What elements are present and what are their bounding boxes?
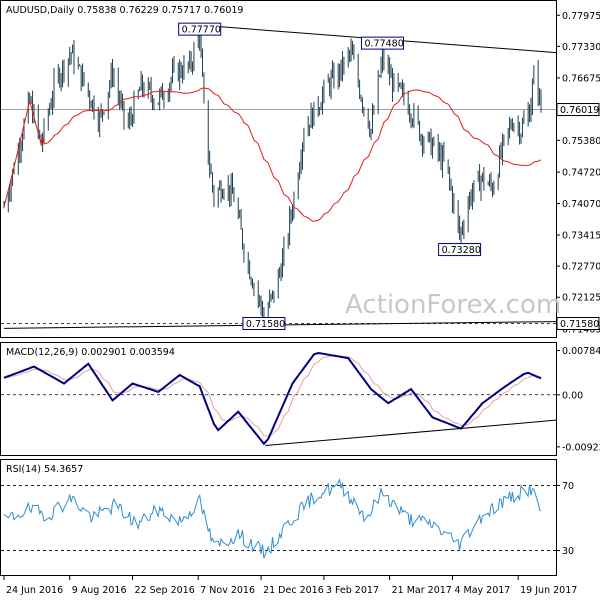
ohlc-close: 0.76019 — [204, 5, 243, 16]
ohlc-low: 0.75717 — [162, 5, 201, 16]
price-y-tick-label: 0.77975 — [562, 11, 600, 22]
annotation-label: 0.73280 — [442, 245, 481, 256]
macd-signal-value: 0.003594 — [130, 347, 175, 358]
x-tick-label: 21 Dec 2016 — [263, 585, 324, 596]
symbol-label: AUDUSD — [6, 5, 47, 16]
low-level-box-label: 0.71580 — [560, 319, 599, 330]
x-tick-label: 9 Aug 2016 — [72, 585, 127, 596]
price-y-tick-label: 0.71465 — [562, 325, 600, 336]
x-tick-label: 3 Feb 2017 — [326, 585, 379, 596]
low-level-box — [556, 317, 600, 331]
price-header: AUDUSD,Daily 0.75838 0.76229 0.75717 0.7… — [6, 5, 243, 16]
price-y-tick-label: 0.73415 — [562, 231, 600, 242]
axis-layer: 0.77975 0.77330 0.76675 0.75380 0.74720 0.740… — [3, 11, 600, 596]
rsi-y-tick-label: 70 — [562, 481, 574, 492]
last-price-box-label: 0.76019 — [560, 105, 599, 116]
ohlc-high: 0.76229 — [120, 5, 159, 16]
x-tick-label: 21 Mar 2017 — [392, 585, 452, 596]
macd-layer — [1, 351, 557, 447]
annotation-label: 0.71580 — [246, 319, 285, 330]
price-y-tick-label: 0.75380 — [562, 136, 600, 147]
x-tick-label: 19 Jun 2017 — [520, 585, 577, 596]
ohlc-open: 0.75838 — [77, 5, 116, 16]
macd-header: MACD(12,26,9) 0.002901 0.003594 — [6, 347, 175, 358]
rsi-panel-frame — [0, 459, 557, 576]
price-layer: 0.77770 0.77480 0.73280 0.71580 — [1, 22, 557, 331]
rsi-line — [3, 477, 542, 559]
macd-value: 0.002901 — [81, 347, 126, 358]
macd-y-tick-label: 0.00 — [562, 390, 583, 401]
x-tick-label: 24 Jun 2016 — [6, 585, 63, 596]
macd-title: MACD(12,26,9) — [6, 347, 78, 358]
last-price-box — [556, 103, 600, 117]
x-tick-label: 22 Sep 2016 — [135, 585, 195, 596]
rsi-layer — [1, 477, 556, 559]
x-tick-label: 7 Nov 2016 — [200, 585, 255, 596]
rsi-value: 54.3657 — [44, 464, 83, 475]
annotation-box — [242, 317, 286, 331]
macd-signal-line — [3, 355, 542, 437]
rsi-title: RSI(14) — [6, 464, 41, 475]
macd-y-tick-label: 0.007848 — [562, 346, 600, 357]
price-y-tick-label: 0.74720 — [562, 168, 600, 179]
macd-y-tick-label: -0.00923 — [562, 442, 600, 453]
moving-average-line — [3, 87, 542, 222]
annotation-box — [438, 243, 482, 257]
price-y-tick-label: 0.74070 — [562, 199, 600, 210]
macd-line — [3, 351, 542, 446]
macd-trendline — [265, 419, 557, 447]
annotation-box — [178, 22, 222, 36]
annotation-label: 0.77480 — [364, 39, 403, 50]
annotation-label: 0.77770 — [182, 25, 221, 36]
x-tick-label: 4 May 2017 — [454, 585, 510, 596]
watermark: ActionForex.com — [345, 290, 561, 320]
price-y-tick-label: 0.72125 — [562, 293, 600, 304]
macd-panel-frame — [0, 342, 557, 456]
price-y-tick-label: 0.72770 — [562, 262, 600, 273]
price-y-tick-label: 0.77330 — [562, 42, 600, 53]
rsi-y-tick-label: 30 — [562, 546, 574, 557]
annotation-box — [360, 36, 404, 50]
rsi-header: RSI(14) 54.3657 — [6, 464, 83, 475]
timeframe-label: Daily — [50, 5, 74, 16]
price-y-tick-label: 0.76675 — [562, 73, 600, 84]
